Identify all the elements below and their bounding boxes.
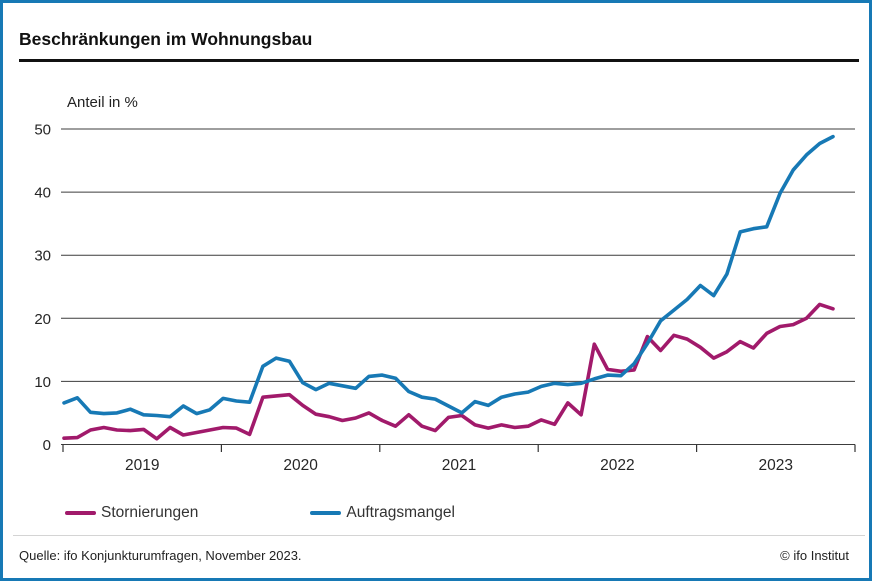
title-divider bbox=[19, 59, 859, 62]
series-line-stornierungen bbox=[62, 302, 835, 441]
y-tick-label: 10 bbox=[34, 374, 51, 391]
series-line-auftragsmangel bbox=[62, 134, 835, 419]
y-tick-label: 0 bbox=[43, 437, 51, 454]
gridlines bbox=[61, 128, 855, 445]
y-tick-label: 50 bbox=[34, 122, 51, 139]
copyright-note: © ifo Institut bbox=[780, 548, 849, 563]
legend-item-auftragsmangel: Auftragsmangel bbox=[310, 504, 455, 522]
x-tick-label: 2023 bbox=[759, 457, 793, 474]
y-tick-label: 30 bbox=[34, 248, 51, 265]
x-tick-label: 2022 bbox=[600, 457, 634, 474]
footer-divider bbox=[13, 535, 865, 536]
legend-label-auftragsmangel: Auftragsmangel bbox=[346, 504, 455, 521]
chart-title: Beschränkungen im Wohnungsbau bbox=[19, 29, 313, 49]
x-axis: 2019 2020 2021 2022 2023 bbox=[62, 444, 856, 474]
x-tick-label: 2021 bbox=[442, 457, 476, 474]
legend-swatch-auftragsmangel bbox=[310, 510, 342, 516]
y-tick-label: 40 bbox=[34, 185, 51, 202]
legend-label-stornierungen: Stornierungen bbox=[101, 504, 199, 521]
line-chart: 0 10 20 30 40 50 2019 2020 2021 2022 2023 bbox=[34, 122, 856, 474]
x-tick-label: 2019 bbox=[125, 457, 159, 474]
x-tick-label: 2020 bbox=[283, 457, 318, 474]
y-tick-labels: 0 10 20 30 40 50 bbox=[34, 122, 51, 455]
y-axis-label: Anteil in % bbox=[67, 94, 138, 111]
legend-item-stornierungen: Stornierungen bbox=[65, 504, 198, 522]
legend: Stornierungen Auftragsmangel bbox=[65, 503, 455, 523]
source-note: Quelle: ifo Konjunkturumfragen, November… bbox=[19, 548, 302, 563]
y-tick-label: 20 bbox=[34, 311, 51, 328]
legend-swatch-stornierungen bbox=[65, 510, 96, 516]
